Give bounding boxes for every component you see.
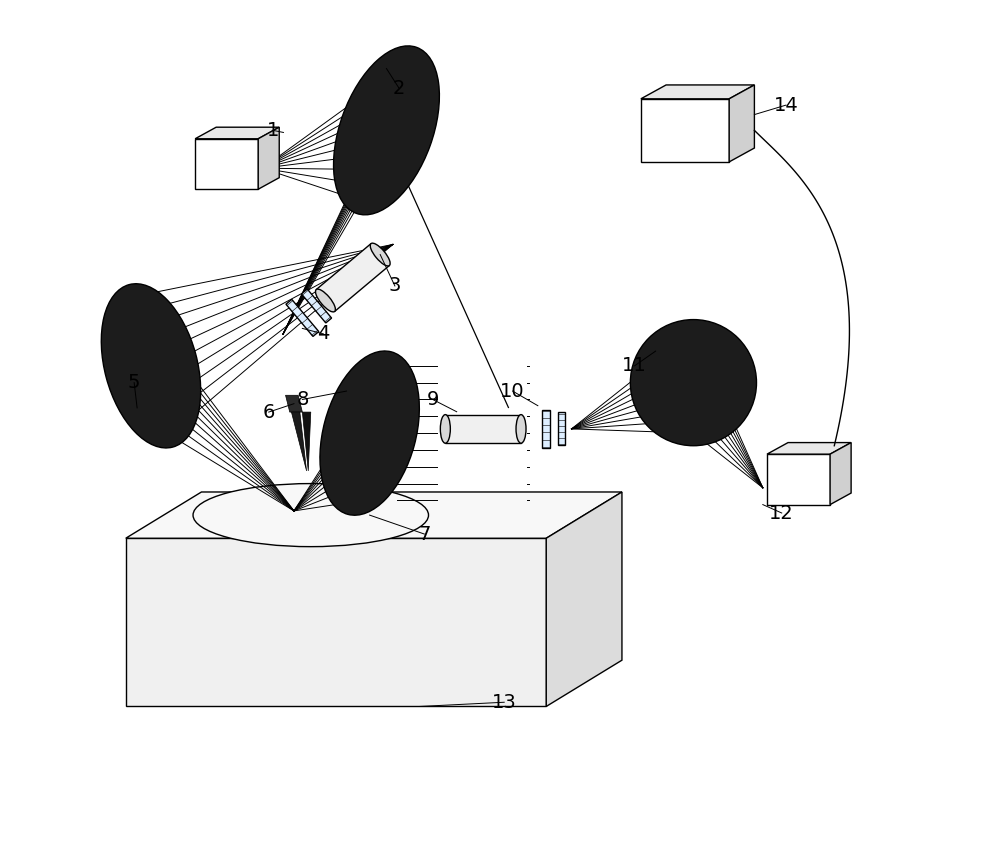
Text: 3: 3 xyxy=(389,277,401,295)
Ellipse shape xyxy=(334,46,439,214)
Text: 4: 4 xyxy=(317,325,330,343)
Text: 2: 2 xyxy=(393,79,405,98)
Ellipse shape xyxy=(516,415,526,443)
Text: 10: 10 xyxy=(500,382,525,400)
Polygon shape xyxy=(126,492,622,538)
Polygon shape xyxy=(830,442,851,505)
Text: 7: 7 xyxy=(418,525,430,543)
Ellipse shape xyxy=(440,415,450,443)
Text: 6: 6 xyxy=(263,403,275,421)
Polygon shape xyxy=(291,412,307,471)
Polygon shape xyxy=(767,454,830,505)
Text: 1: 1 xyxy=(267,121,279,140)
Polygon shape xyxy=(301,289,332,323)
Text: 12: 12 xyxy=(769,504,794,522)
Text: 13: 13 xyxy=(492,693,517,711)
Ellipse shape xyxy=(315,289,335,312)
Ellipse shape xyxy=(193,484,429,547)
Ellipse shape xyxy=(370,243,390,266)
Polygon shape xyxy=(542,410,550,448)
Text: 9: 9 xyxy=(427,390,439,409)
Polygon shape xyxy=(126,538,546,706)
Text: 5: 5 xyxy=(128,373,140,392)
Polygon shape xyxy=(558,412,565,446)
Ellipse shape xyxy=(630,320,757,446)
Polygon shape xyxy=(641,99,729,162)
Text: 14: 14 xyxy=(774,96,798,114)
Polygon shape xyxy=(445,415,521,443)
Polygon shape xyxy=(195,127,279,139)
Ellipse shape xyxy=(320,351,419,516)
Polygon shape xyxy=(286,395,302,412)
Text: 11: 11 xyxy=(622,357,647,375)
Text: 8: 8 xyxy=(296,390,309,409)
Polygon shape xyxy=(258,127,279,189)
Polygon shape xyxy=(195,139,258,189)
Polygon shape xyxy=(546,492,622,706)
Polygon shape xyxy=(316,244,389,311)
Polygon shape xyxy=(729,85,754,162)
Ellipse shape xyxy=(101,283,201,448)
Polygon shape xyxy=(641,85,754,99)
Polygon shape xyxy=(302,412,311,471)
Polygon shape xyxy=(767,442,851,454)
Polygon shape xyxy=(286,299,319,336)
